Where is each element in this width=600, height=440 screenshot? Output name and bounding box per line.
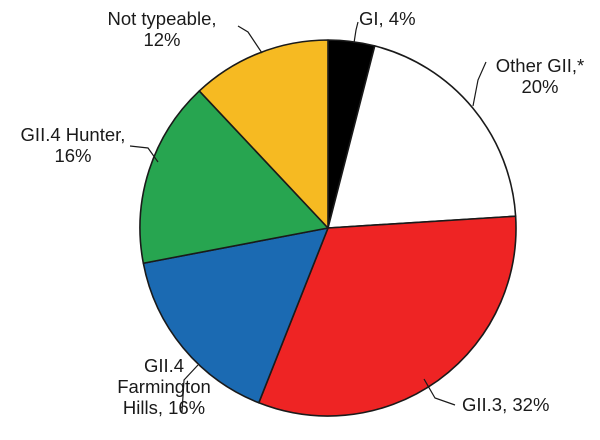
slice-label-gii-4-farmington-hills: GII.4 Farmington Hills, 16%: [117, 355, 211, 418]
slice-label-other-gii: Other GII,* 20%: [496, 55, 584, 97]
pie-slice-other-gii: [327, 45, 517, 229]
slice-label-gi: GI, 4%: [359, 8, 416, 29]
pie-slice-not-typeable: [198, 39, 329, 229]
leader-line-gi: [353, 21, 359, 44]
pie-slice-gii-4-hunter: [139, 90, 329, 265]
leader-line-gii-3: [423, 378, 456, 406]
leader-line-other-gii: [472, 61, 487, 107]
slice-label-gii-4-hunter: GII.4 Hunter, 16%: [21, 124, 126, 166]
pie-slice-gii-4-farmington-hills: [142, 227, 329, 404]
slice-label-not-typeable: Not typeable, 12%: [107, 8, 216, 50]
leader-line-gii-4-hunter: [129, 145, 159, 163]
leader-line-not-typeable: [237, 25, 263, 54]
slice-label-gii-3: GII.3, 32%: [462, 394, 549, 415]
pie-slice-gii-3: [257, 215, 517, 417]
leader-line-gii-4-farmington-hills: [181, 364, 199, 413]
